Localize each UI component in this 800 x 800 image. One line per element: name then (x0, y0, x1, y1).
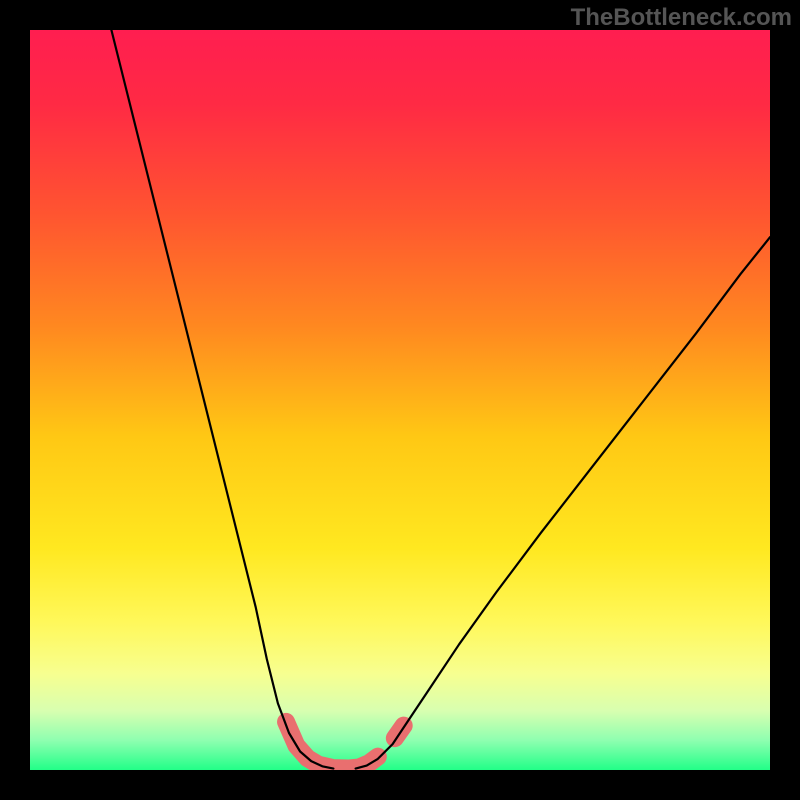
plot-svg (30, 30, 770, 770)
gradient-background (30, 30, 770, 770)
watermark-text: TheBottleneck.com (571, 4, 792, 32)
plot-area (30, 30, 770, 770)
chart-frame: TheBottleneck.com (0, 0, 800, 800)
